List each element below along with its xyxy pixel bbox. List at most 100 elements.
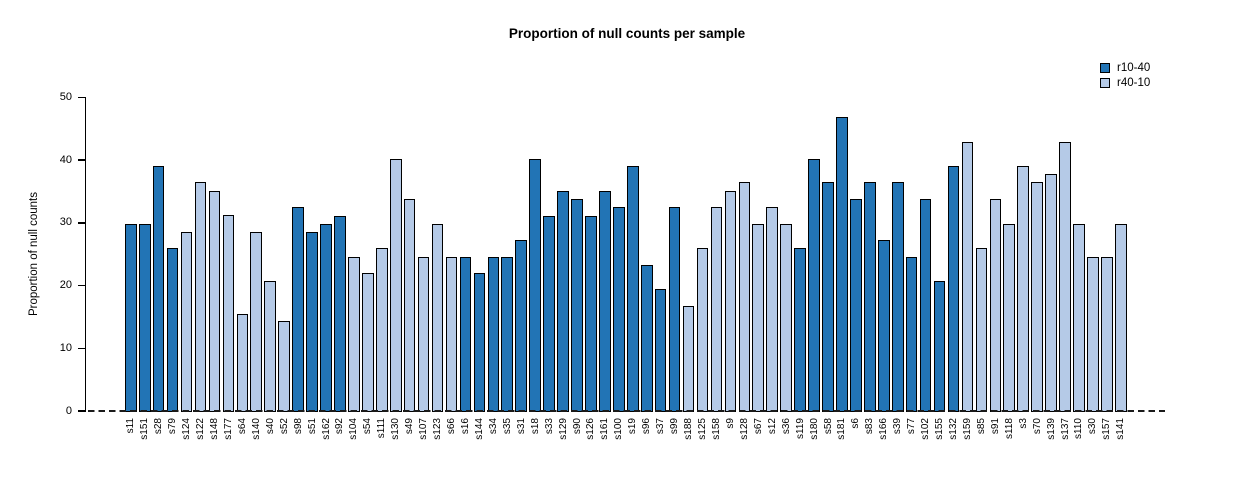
chart-title: Proportion of null counts per sample bbox=[508, 26, 746, 41]
bar-s177 bbox=[222, 214, 235, 412]
bar-s52 bbox=[278, 321, 290, 412]
x-tick-label-s166: s166 bbox=[878, 418, 890, 440]
bar-s64 bbox=[236, 313, 249, 412]
y-tick-mark bbox=[78, 347, 85, 349]
x-tick-label-s16: s16 bbox=[459, 418, 471, 435]
bar-s181 bbox=[836, 116, 848, 412]
bar-s16 bbox=[459, 257, 472, 412]
x-tick-label-s141: s141 bbox=[1115, 418, 1127, 440]
legend-swatch-icon bbox=[1100, 78, 1110, 88]
bar-s162 bbox=[320, 224, 332, 412]
bar-s123 bbox=[431, 224, 444, 412]
x-tick-label-s126: s126 bbox=[585, 418, 597, 440]
bar-s124 bbox=[180, 232, 193, 412]
x-tick-label-s83: s83 bbox=[864, 418, 876, 435]
x-tick-label-s33: s33 bbox=[543, 418, 555, 435]
bar-s6 bbox=[850, 199, 862, 412]
bar-s130 bbox=[389, 158, 402, 412]
x-tick-label-s122: s122 bbox=[195, 418, 207, 440]
x-tick-label-s30: s30 bbox=[1087, 418, 1099, 435]
x-tick-label-s52: s52 bbox=[278, 418, 290, 435]
bar-s40 bbox=[264, 280, 277, 412]
bar-s96 bbox=[640, 264, 653, 412]
x-tick-label-s96: s96 bbox=[641, 418, 653, 435]
x-tick-label-s12: s12 bbox=[766, 418, 778, 435]
x-tick-label-s91: s91 bbox=[989, 418, 1001, 435]
bar-s188 bbox=[682, 305, 695, 412]
x-tick-label-s132: s132 bbox=[947, 418, 959, 440]
bar-s132 bbox=[947, 165, 960, 412]
x-tick-label-s129: s129 bbox=[557, 418, 569, 440]
bar-s67 bbox=[752, 224, 765, 412]
x-tick-label-s111: s111 bbox=[376, 418, 388, 439]
x-tick-label-s180: s180 bbox=[808, 418, 820, 440]
bar-s49 bbox=[403, 199, 416, 412]
x-tick-label-s98: s98 bbox=[292, 418, 304, 435]
bar-s79 bbox=[166, 247, 179, 412]
x-tick-label-s99: s99 bbox=[669, 418, 681, 435]
bar-s28 bbox=[152, 165, 165, 412]
x-tick-label-s9: s9 bbox=[724, 418, 736, 429]
x-tick-label-s139: s139 bbox=[1045, 418, 1057, 440]
x-tick-label-s188: s188 bbox=[683, 418, 695, 440]
x-tick-label-s104: s104 bbox=[348, 418, 360, 440]
x-tick-label-s102: s102 bbox=[920, 418, 932, 440]
x-tick-label-s85: s85 bbox=[975, 418, 987, 435]
bar-s98 bbox=[292, 207, 304, 412]
y-axis-title-wrap: Proportion of null counts bbox=[26, 97, 42, 412]
bar-s33 bbox=[543, 215, 555, 412]
bar-s12 bbox=[766, 207, 779, 412]
x-tick-label-s37: s37 bbox=[655, 418, 667, 435]
bar-s9 bbox=[724, 191, 737, 412]
x-tick-label-s119: s119 bbox=[794, 418, 806, 439]
zero-dashed-line bbox=[88, 410, 1165, 412]
bar-s180 bbox=[808, 158, 820, 412]
bar-s77 bbox=[905, 257, 918, 412]
y-tick-mark bbox=[78, 159, 85, 161]
legend-item-r40-10: r40-10 bbox=[1100, 77, 1150, 89]
x-tick-label-s157: s157 bbox=[1101, 418, 1113, 440]
y-tick-label: 10 bbox=[59, 341, 72, 354]
x-tick-label-s70: s70 bbox=[1031, 418, 1043, 435]
bar-s31 bbox=[515, 239, 528, 412]
y-tick-mark bbox=[78, 410, 85, 412]
legend-swatch-icon bbox=[1100, 63, 1110, 73]
bar-s37 bbox=[654, 288, 667, 412]
x-tick-label-s151: s151 bbox=[139, 418, 151, 440]
y-axis-title: Proportion of null counts bbox=[28, 192, 40, 317]
bar-s166 bbox=[877, 239, 890, 412]
bar-s119 bbox=[794, 247, 806, 412]
x-tick-label-s18: s18 bbox=[529, 418, 541, 435]
bar-s36 bbox=[780, 224, 792, 412]
bar-s58 bbox=[822, 182, 834, 412]
bar-s83 bbox=[864, 182, 876, 412]
x-tick-label-s51: s51 bbox=[306, 418, 318, 435]
y-tick-mark bbox=[78, 222, 85, 224]
x-tick-label-s3: s3 bbox=[1017, 418, 1029, 429]
x-tick-label-s137: s137 bbox=[1059, 418, 1071, 440]
bar-s92 bbox=[334, 215, 346, 412]
bar-s104 bbox=[348, 257, 360, 412]
bar-s85 bbox=[975, 247, 988, 412]
x-tick-label-s19: s19 bbox=[627, 418, 639, 435]
bar-s137 bbox=[1059, 141, 1071, 412]
x-tick-label-s67: s67 bbox=[752, 418, 764, 435]
x-tick-label-s79: s79 bbox=[167, 418, 179, 435]
x-tick-label-s125: s125 bbox=[697, 418, 708, 440]
bar-s90 bbox=[571, 199, 583, 412]
bar-s126 bbox=[585, 215, 597, 412]
bar-s51 bbox=[306, 232, 318, 412]
x-tick-label-s128: s128 bbox=[738, 418, 750, 440]
bar-s157 bbox=[1101, 257, 1113, 412]
bar-s110 bbox=[1073, 224, 1085, 412]
x-tick-label-s66: s66 bbox=[446, 418, 457, 435]
x-tick-label-s36: s36 bbox=[780, 418, 792, 435]
y-tick-label: 20 bbox=[59, 279, 72, 292]
y-tick-label: 50 bbox=[59, 90, 72, 103]
bar-s70 bbox=[1031, 182, 1043, 412]
y-axis-line bbox=[85, 97, 87, 412]
bar-s18 bbox=[529, 158, 541, 412]
bar-s111 bbox=[375, 247, 388, 412]
bar-s129 bbox=[557, 191, 569, 412]
bar-s151 bbox=[138, 224, 151, 412]
